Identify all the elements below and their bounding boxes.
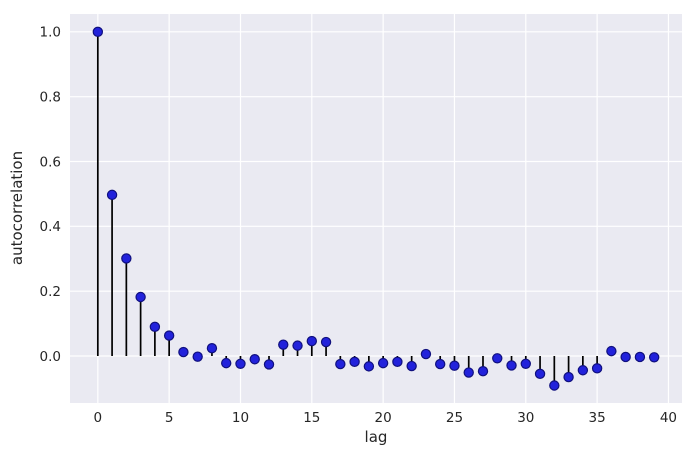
data-point bbox=[163, 330, 175, 341]
data-point bbox=[563, 371, 574, 383]
y-tick-label: 0.6 bbox=[40, 154, 61, 170]
x-tick-label: 5 bbox=[165, 410, 174, 426]
y-axis-title: autocorrelation bbox=[8, 151, 26, 265]
x-axis-title: lag bbox=[365, 428, 388, 446]
gridlines bbox=[70, 14, 682, 403]
data-point bbox=[477, 366, 489, 377]
data-point bbox=[249, 354, 260, 365]
data-point bbox=[620, 351, 631, 363]
data-points bbox=[92, 26, 660, 391]
x-tick-label: 35 bbox=[589, 410, 606, 426]
data-point bbox=[363, 361, 375, 372]
data-point bbox=[606, 345, 617, 357]
plot-panel bbox=[70, 14, 682, 403]
data-point bbox=[349, 356, 360, 368]
x-tick-label: 20 bbox=[375, 410, 392, 426]
axes-background bbox=[70, 14, 682, 403]
data-point bbox=[221, 357, 232, 369]
x-tick-label: 30 bbox=[517, 410, 534, 426]
data-point bbox=[549, 380, 560, 391]
data-point bbox=[463, 367, 474, 378]
data-point bbox=[591, 363, 603, 374]
data-point bbox=[335, 358, 346, 370]
data-point bbox=[263, 359, 275, 370]
y-tick-label: 0.8 bbox=[40, 89, 61, 105]
y-tick-label: 1.0 bbox=[40, 25, 61, 41]
data-point bbox=[492, 353, 503, 364]
x-tick-label: 25 bbox=[446, 410, 463, 426]
data-point bbox=[106, 189, 118, 201]
y-tick-label: 0.0 bbox=[40, 349, 61, 365]
data-point bbox=[577, 365, 589, 376]
y-tick-labels: 0.0 0.2 0.4 0.6 0.8 1.0 bbox=[40, 25, 61, 365]
x-tick-label: 10 bbox=[232, 410, 249, 426]
data-point bbox=[534, 368, 546, 380]
data-point bbox=[434, 358, 446, 370]
data-point bbox=[320, 336, 332, 348]
x-tick-label: 40 bbox=[660, 410, 677, 426]
data-point bbox=[192, 351, 203, 362]
x-tick-label: 0 bbox=[94, 410, 103, 426]
data-point bbox=[634, 351, 646, 363]
data-point bbox=[92, 26, 104, 38]
data-point bbox=[420, 348, 432, 360]
data-point bbox=[292, 340, 303, 351]
data-point bbox=[135, 291, 146, 303]
data-point bbox=[206, 343, 218, 354]
x-tick-label: 15 bbox=[303, 410, 320, 426]
data-point bbox=[235, 358, 246, 369]
x-tick-labels: 0 5 10 15 20 25 30 35 40 bbox=[94, 410, 678, 426]
data-point bbox=[377, 357, 389, 369]
y-tick-label: 0.2 bbox=[40, 284, 61, 300]
data-point bbox=[520, 358, 531, 369]
data-point bbox=[406, 360, 417, 372]
data-point bbox=[121, 253, 132, 264]
data-point bbox=[392, 356, 403, 368]
data-point bbox=[449, 360, 460, 371]
data-point bbox=[278, 339, 289, 350]
data-point bbox=[648, 352, 660, 363]
data-point bbox=[178, 346, 189, 358]
data-point bbox=[506, 360, 517, 371]
data-point bbox=[149, 321, 161, 333]
y-tick-label: 0.4 bbox=[40, 219, 61, 235]
data-point bbox=[306, 335, 318, 347]
